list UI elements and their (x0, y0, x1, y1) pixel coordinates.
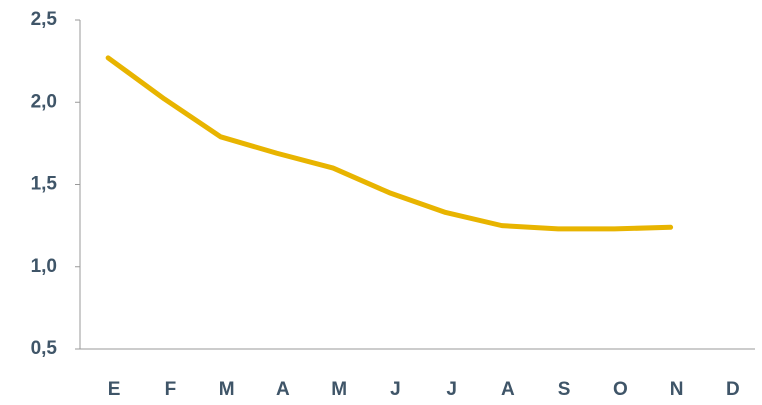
line-series (105, 55, 674, 232)
x-tick-label: O (613, 379, 628, 400)
x-tick-label: M (219, 379, 235, 400)
y-tick-label: 1,0 (31, 256, 57, 277)
x-tick-label: F (165, 379, 177, 400)
x-tick-label: E (108, 379, 121, 400)
y-tick-label: 2,0 (31, 91, 57, 112)
x-tick-label: D (726, 379, 740, 400)
x-tick-label: A (276, 379, 290, 400)
y-tick-label: 0,5 (31, 338, 58, 359)
y-tick-label: 2,5 (31, 9, 58, 30)
x-tick-label: A (501, 379, 515, 400)
x-tick-label: J (446, 379, 457, 400)
y-tick-label: 1,5 (31, 174, 58, 195)
x-tick-label: N (670, 379, 684, 400)
x-tick-label: S (558, 379, 571, 400)
x-tick-label: M (331, 379, 347, 400)
x-tick-label: J (390, 379, 401, 400)
